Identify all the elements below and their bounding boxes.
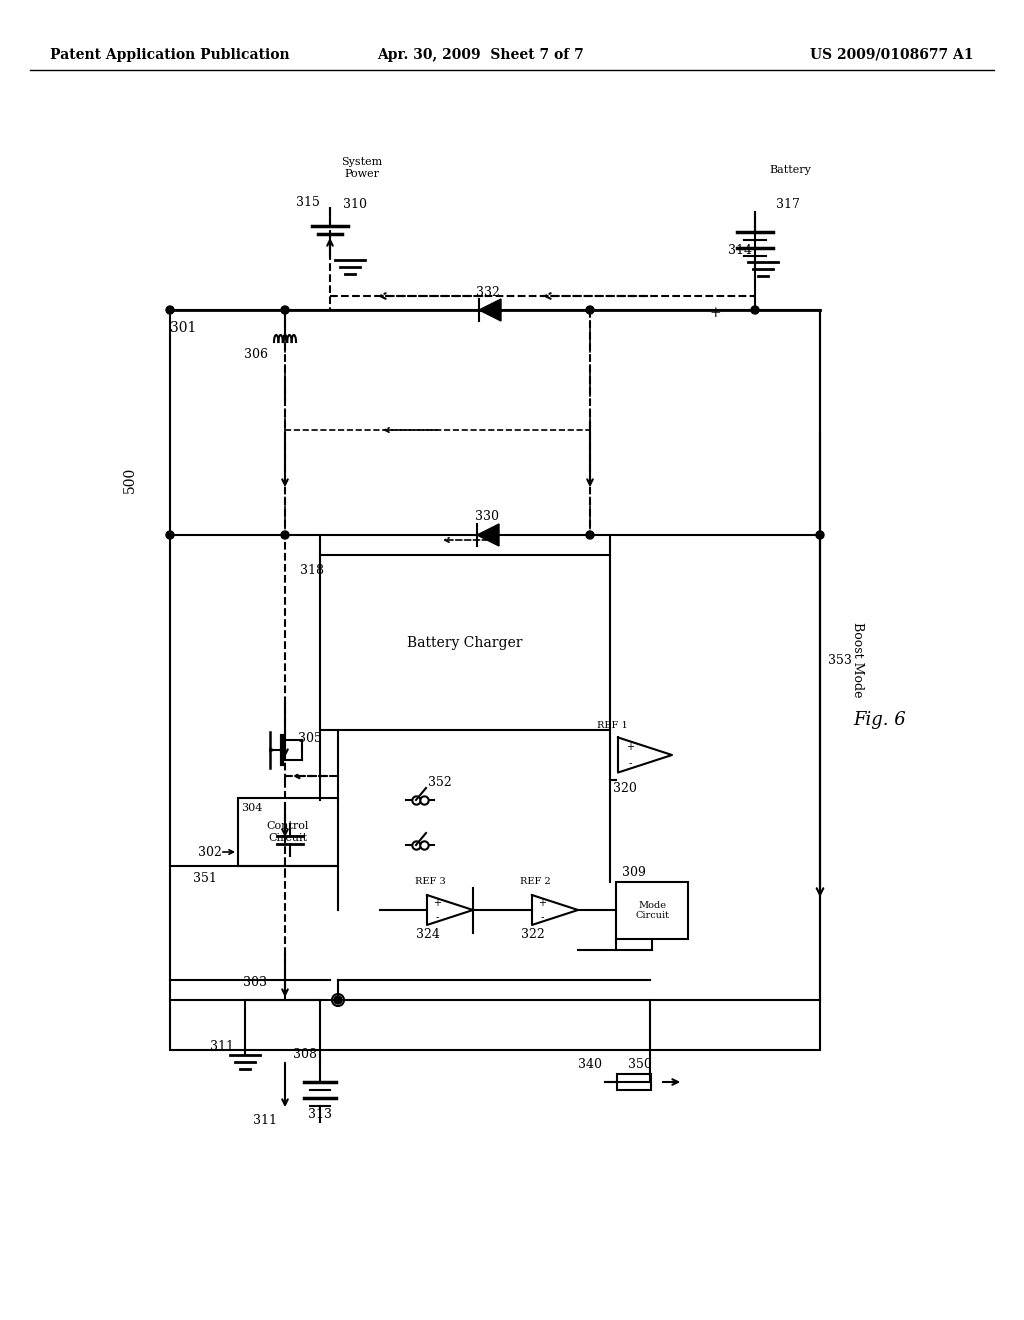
Text: Battery Charger: Battery Charger — [408, 635, 522, 649]
Text: +: + — [626, 742, 634, 752]
Text: -: - — [435, 912, 439, 921]
Circle shape — [586, 531, 594, 539]
Text: 310: 310 — [343, 198, 367, 211]
Text: 322: 322 — [521, 928, 545, 941]
Circle shape — [281, 306, 289, 314]
Text: Apr. 30, 2009  Sheet 7 of 7: Apr. 30, 2009 Sheet 7 of 7 — [377, 48, 584, 62]
Text: REF 1: REF 1 — [597, 721, 628, 730]
Circle shape — [751, 306, 759, 314]
Text: +: + — [710, 306, 721, 319]
Circle shape — [816, 531, 824, 539]
Text: Control
Circuit: Control Circuit — [267, 821, 309, 842]
Text: 302: 302 — [198, 846, 222, 858]
Text: 351: 351 — [194, 871, 217, 884]
Text: REF 3: REF 3 — [415, 878, 445, 887]
Bar — [170, 310, 820, 1049]
Text: 301: 301 — [170, 321, 197, 335]
Text: 353: 353 — [828, 653, 852, 667]
Text: Fig. 6: Fig. 6 — [854, 711, 906, 729]
Circle shape — [332, 994, 344, 1006]
Text: 317: 317 — [776, 198, 800, 211]
Text: 340: 340 — [578, 1059, 602, 1072]
Text: Patent Application Publication: Patent Application Publication — [50, 48, 290, 62]
Text: 311: 311 — [210, 1040, 234, 1053]
Text: 330: 330 — [475, 511, 499, 524]
Text: 309: 309 — [622, 866, 646, 879]
Text: 352: 352 — [428, 776, 452, 788]
Polygon shape — [477, 524, 499, 546]
Text: US 2009/0108677 A1: US 2009/0108677 A1 — [811, 48, 974, 62]
Bar — [319, 554, 610, 730]
Text: 315: 315 — [296, 195, 319, 209]
Text: 320: 320 — [613, 781, 637, 795]
Text: 324: 324 — [416, 928, 440, 941]
Text: -: - — [629, 758, 632, 768]
Text: 350: 350 — [628, 1059, 652, 1072]
Text: 500: 500 — [123, 467, 137, 494]
Circle shape — [166, 531, 174, 539]
Text: -: - — [541, 912, 544, 921]
Text: 306: 306 — [244, 348, 268, 362]
Text: Mode
Circuit: Mode Circuit — [635, 900, 669, 920]
Text: 308: 308 — [293, 1048, 317, 1061]
Text: Boost Mode: Boost Mode — [852, 622, 864, 698]
Text: +: + — [539, 898, 547, 908]
Text: 311: 311 — [253, 1114, 278, 1126]
Bar — [617, 1074, 651, 1090]
Bar — [238, 799, 338, 866]
Text: 332: 332 — [476, 285, 500, 298]
Text: 318: 318 — [300, 564, 324, 577]
Text: 313: 313 — [308, 1109, 332, 1122]
Polygon shape — [479, 300, 501, 321]
Text: System
Power: System Power — [341, 157, 383, 178]
Circle shape — [281, 531, 289, 539]
Text: REF 2: REF 2 — [519, 878, 550, 887]
Text: 303: 303 — [243, 975, 267, 989]
Bar — [616, 882, 688, 939]
Circle shape — [166, 306, 174, 314]
Text: +: + — [433, 898, 441, 908]
Circle shape — [586, 306, 594, 314]
Text: Battery: Battery — [769, 165, 811, 176]
Text: 304: 304 — [242, 803, 263, 813]
Text: 305: 305 — [298, 731, 322, 744]
Text: 314: 314 — [728, 243, 752, 256]
Circle shape — [334, 997, 342, 1005]
